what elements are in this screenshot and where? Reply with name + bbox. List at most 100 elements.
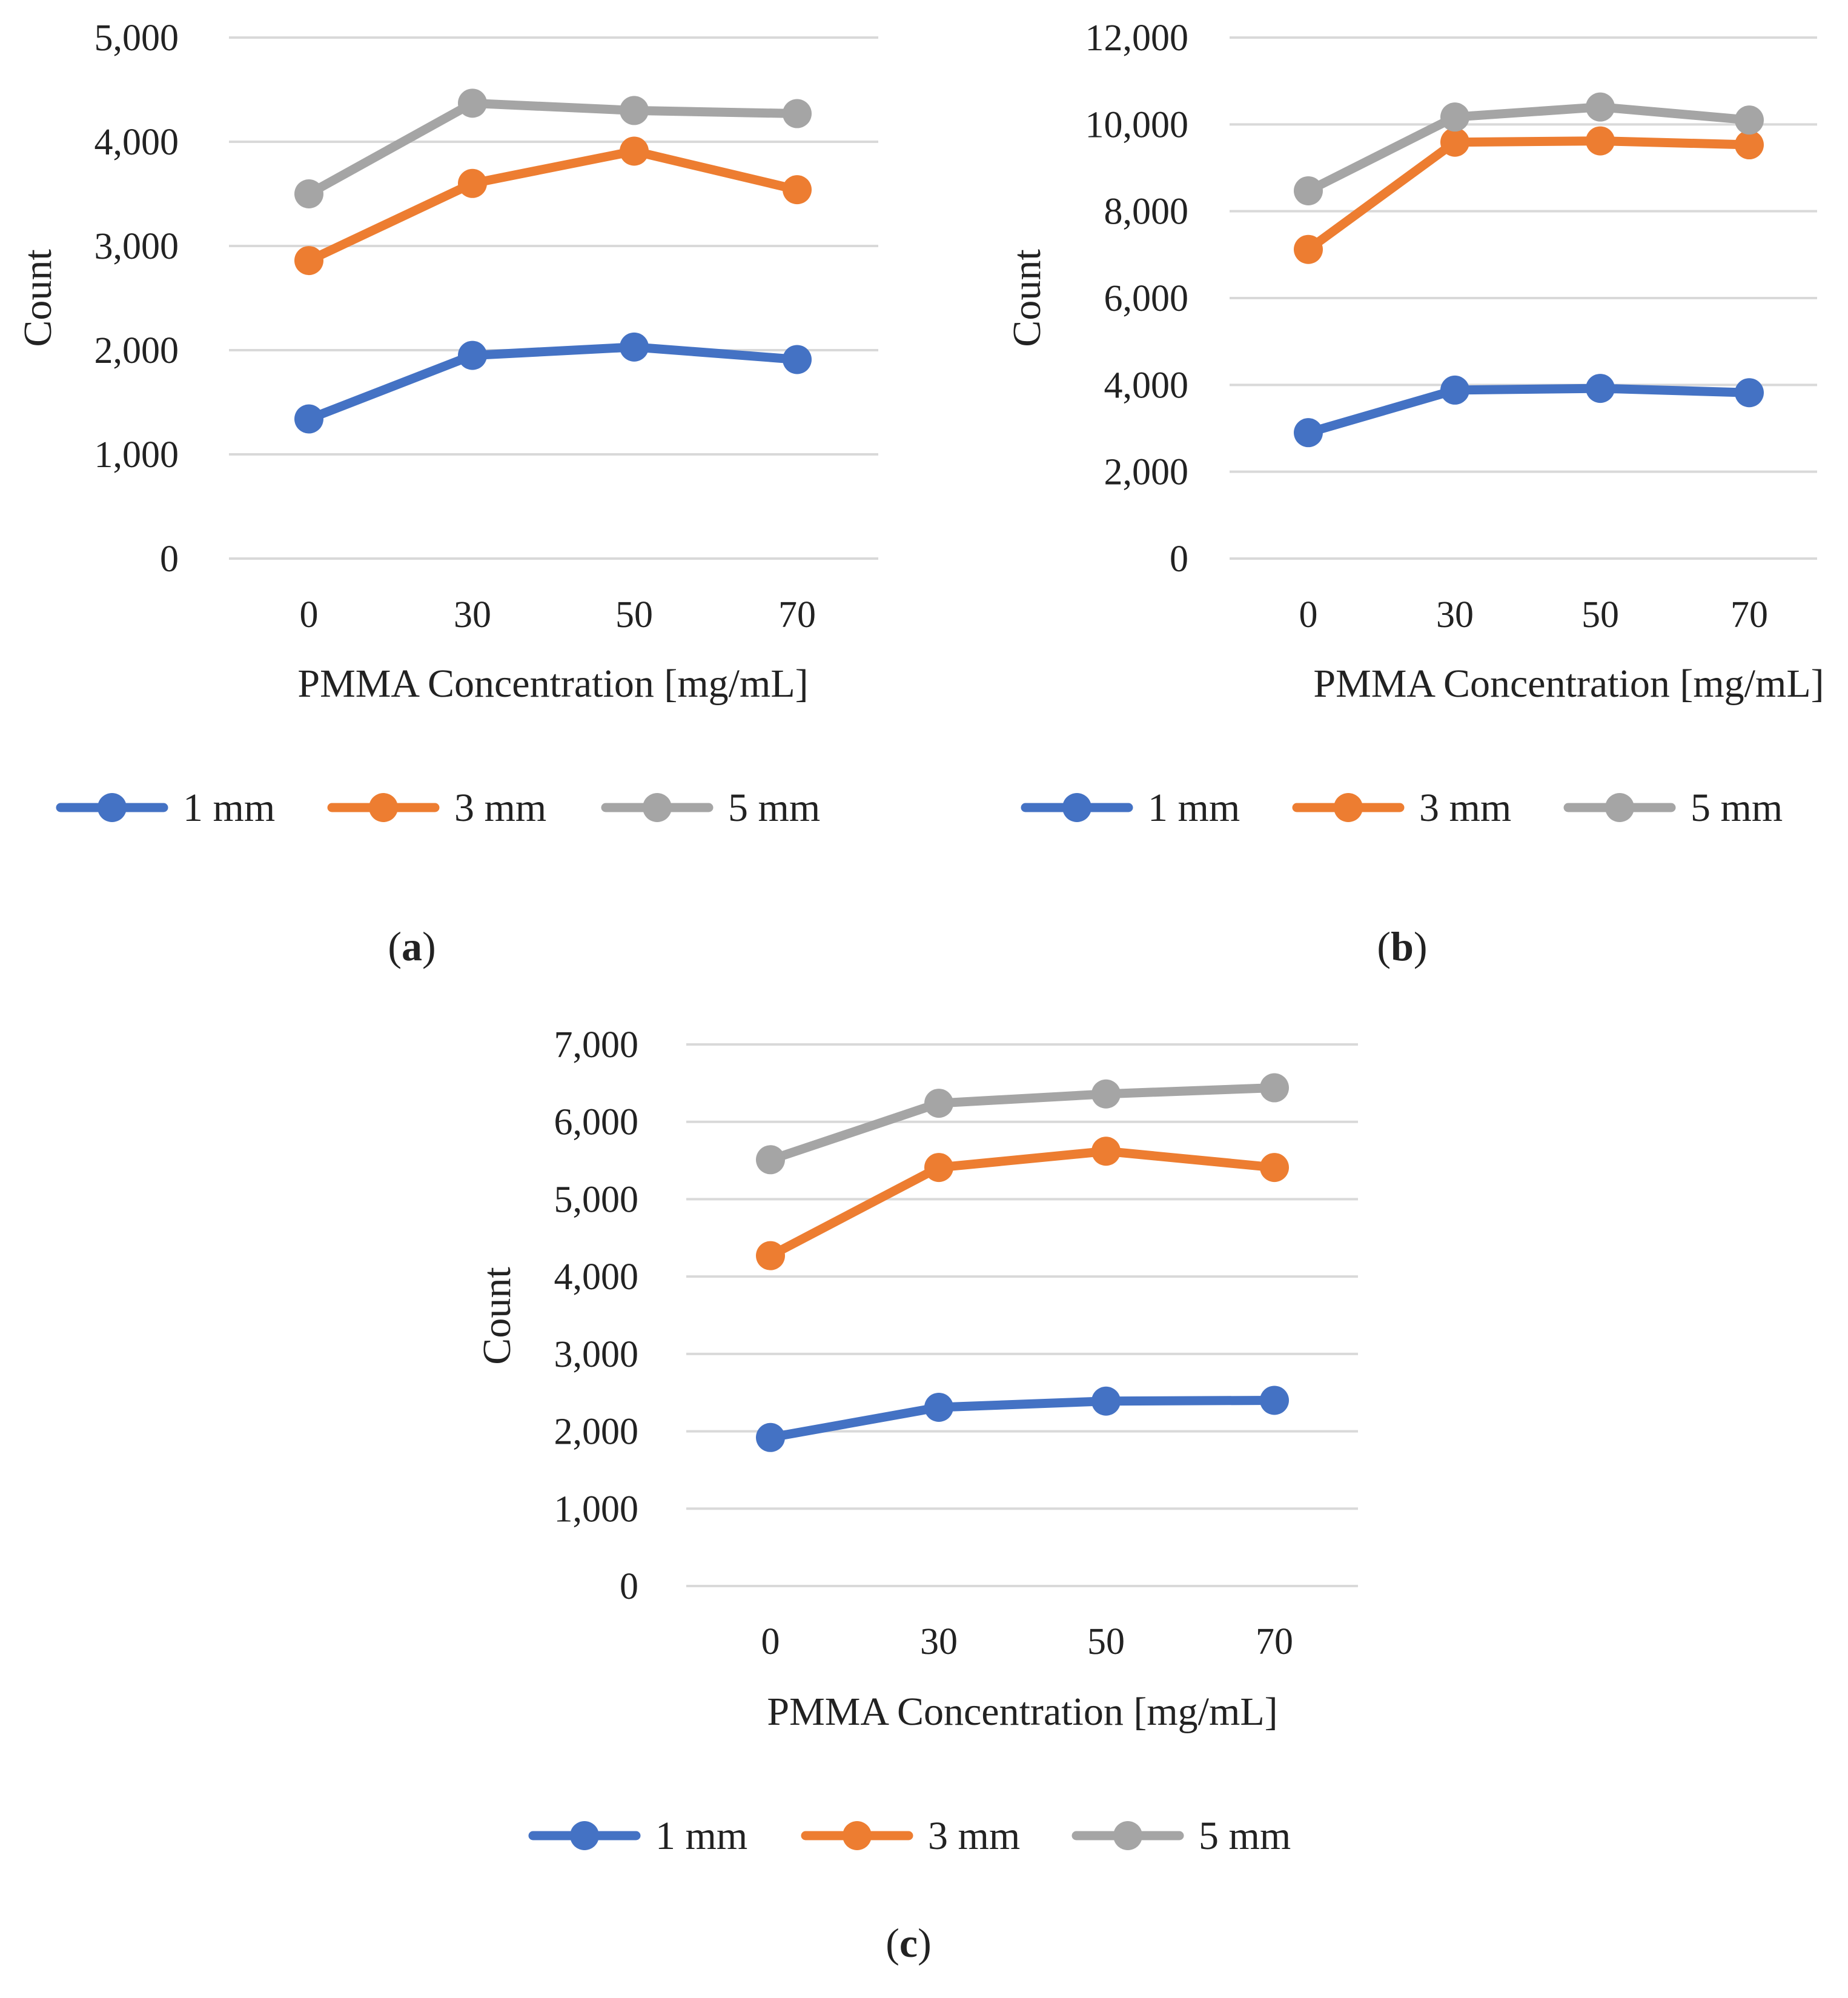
x-tick-label: 70	[1730, 594, 1768, 636]
data-point	[294, 246, 323, 276]
legend-item: 1 mm	[528, 1814, 747, 1858]
data-point	[924, 1089, 953, 1118]
y-axis-label: Count	[16, 249, 60, 347]
data-point	[1294, 234, 1323, 264]
series-line	[304, 98, 802, 199]
legend-label: 3 mm	[928, 1814, 1020, 1858]
data-point	[783, 345, 812, 374]
series-3mm	[1294, 126, 1764, 264]
data-point	[620, 96, 649, 125]
x-tick-label: 30	[454, 594, 491, 636]
data-point	[620, 332, 649, 362]
y-tick-label: 8,000	[1104, 191, 1189, 233]
series-line	[766, 1083, 1279, 1164]
y-tick-label: 1,000	[554, 1489, 639, 1530]
y-tick-label: 5,000	[94, 18, 179, 59]
legend-label: 3 mm	[1419, 786, 1511, 830]
series-1mm	[756, 1386, 1289, 1452]
legend-swatch-marker	[570, 1821, 599, 1850]
chart-panel-b: 0 2,000 4,000 6,000 8,000 10,000 12,000 0 30 50 70…	[1005, 18, 1824, 969]
data-point	[1440, 102, 1469, 132]
y-tick-label: 4,000	[554, 1256, 639, 1298]
legend-item: 3 mm	[327, 786, 546, 830]
series-line	[304, 342, 802, 424]
series-line	[766, 1146, 1279, 1261]
y-tick-label: 4,000	[94, 122, 179, 163]
data-point	[1294, 176, 1323, 205]
data-point	[1440, 127, 1469, 157]
series-line	[766, 1395, 1279, 1442]
series-1mm	[1294, 374, 1764, 448]
data-point	[1735, 130, 1764, 160]
data-point	[1294, 418, 1323, 448]
series-line	[1303, 102, 1754, 196]
data-point	[458, 88, 487, 118]
panel-caption: (b)	[1377, 923, 1427, 969]
data-point	[783, 175, 812, 205]
legend-item: 3 mm	[801, 1814, 1020, 1858]
x-tick-label: 50	[615, 594, 653, 636]
y-tick-label: 7,000	[554, 1024, 639, 1066]
legend-swatch-marker	[1113, 1821, 1142, 1850]
legend-swatch-marker	[643, 793, 672, 822]
legend-swatch-marker	[1334, 793, 1363, 822]
y-axis-label: Count	[1005, 249, 1049, 347]
x-tick-label: 50	[1581, 594, 1619, 636]
series-5mm	[756, 1073, 1289, 1175]
data-point	[1260, 1386, 1289, 1415]
chart-panel-c: 0 1,000 2,000 3,000 4,000 5,000 6,000 7,000 0 30 5…	[475, 1024, 1358, 1966]
legend-swatch-marker	[843, 1821, 872, 1850]
caption-close: )	[918, 1920, 932, 1966]
x-tick-label: 0	[761, 1621, 780, 1662]
legend-label: 1 mm	[655, 1814, 747, 1858]
chart-panel-a: 0 1,000 2,000 3,000 4,000 5,000 0 30 50 70 PMMA Co…	[16, 18, 878, 969]
y-tick-label: 0	[160, 539, 179, 580]
legend-label: 5 mm	[1199, 1814, 1291, 1858]
y-tick-label: 1,000	[94, 434, 179, 476]
caption-letter: a	[402, 923, 422, 969]
y-tick-label: 6,000	[1104, 278, 1189, 319]
data-point	[620, 136, 649, 166]
data-point	[756, 1422, 785, 1452]
x-tick-label: 0	[1299, 594, 1318, 636]
data-point	[1091, 1137, 1121, 1166]
y-tick-label: 0	[620, 1566, 638, 1607]
x-tick-label: 0	[300, 594, 319, 636]
series-line	[1303, 383, 1754, 437]
data-point	[924, 1392, 953, 1422]
data-point	[1091, 1079, 1121, 1109]
x-tick-label: 70	[1256, 1621, 1293, 1662]
data-point	[458, 340, 487, 370]
data-point	[294, 404, 323, 434]
legend-label: 1 mm	[183, 786, 275, 830]
legend-item: 5 mm	[1563, 786, 1783, 830]
legend-label: 5 mm	[1691, 786, 1783, 830]
legend-label: 3 mm	[454, 786, 546, 830]
y-axis-label: Count	[475, 1267, 519, 1364]
y-tick-label: 2,000	[554, 1412, 639, 1453]
y-tick-label: 2,000	[94, 330, 179, 371]
series-5mm	[294, 88, 812, 208]
data-point	[458, 168, 487, 198]
data-point	[1260, 1073, 1289, 1103]
legend-item: 5 mm	[1071, 1814, 1291, 1858]
x-tick-label: 70	[778, 594, 816, 636]
x-tick-label: 30	[920, 1621, 958, 1662]
panel-caption: (a)	[388, 923, 436, 969]
data-point	[1440, 375, 1469, 405]
y-tick-label: 10,000	[1085, 104, 1189, 145]
x-axis-label: PMMA Concentration [mg/mL]	[1313, 662, 1824, 706]
legend-label: 1 mm	[1148, 786, 1240, 830]
caption-open: (	[388, 923, 402, 969]
data-point	[756, 1241, 785, 1270]
caption-letter: b	[1391, 923, 1414, 969]
y-tick-label: 2,000	[1104, 452, 1189, 493]
data-point	[1735, 378, 1764, 408]
data-point	[1586, 374, 1615, 403]
y-tick-label: 3,000	[94, 226, 179, 267]
series-line	[304, 146, 802, 265]
legend-swatch-marker	[1062, 793, 1091, 822]
data-point	[1735, 105, 1764, 135]
caption-close: )	[1414, 923, 1428, 969]
